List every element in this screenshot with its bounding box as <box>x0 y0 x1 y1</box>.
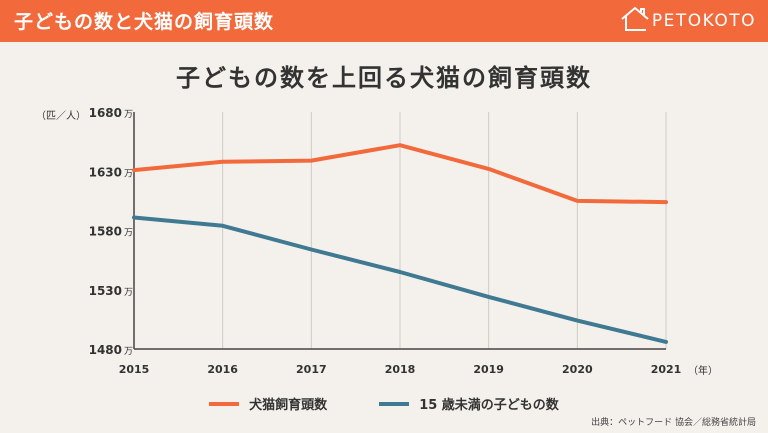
y-tick-unit-1630: 万 <box>124 169 133 179</box>
legend-swatch-dog-cat <box>209 401 240 406</box>
petokoto-logo[interactable]: PETOKOTO <box>620 6 756 36</box>
y-tick-unit-1680: 万 <box>124 110 133 120</box>
x-tick-label-2018: 2018 <box>385 363 416 376</box>
series-line-dog-cat <box>132 143 668 205</box>
legend-item-children: 15 歳未満の子どもの数 <box>379 394 559 413</box>
y-tick-unit-1580: 万 <box>124 229 133 239</box>
legend-item-dog-cat: 犬猫飼育頭数 <box>209 394 327 413</box>
y-tick-unit-1480: 万 <box>124 347 133 357</box>
x-unit-label: （年） <box>688 366 718 377</box>
legend-swatch-children <box>379 401 410 406</box>
x-tick-label-2021: 2021 <box>651 363 682 376</box>
header-title: 子どもの数と犬猫の飼育頭数 <box>14 11 275 33</box>
source-note: 出典：ペットフード 協会／総務省統計局 <box>591 418 756 428</box>
x-tick-label-2019: 2019 <box>473 363 504 376</box>
y-tick-unit-1530: 万 <box>124 288 133 298</box>
x-tick-label-2016: 2016 <box>207 363 238 376</box>
y-unit-label: （匹／人） <box>36 111 86 122</box>
legend-label-children: 15 歳未満の子どもの数 <box>419 398 559 413</box>
legend-label-dog-cat: 犬猫飼育頭数 <box>249 398 328 413</box>
y-tick-label-1480: 1480 <box>89 343 122 357</box>
y-tick-label-1680: 1680 <box>89 106 122 120</box>
chart-title: 子どもの数を上回る犬猫の飼育頭数 <box>176 64 592 92</box>
series-line-children <box>132 215 668 344</box>
house-icon <box>620 6 650 36</box>
logo-text: PETOKOTO <box>651 11 756 31</box>
y-tick-label-1580: 1580 <box>89 225 122 239</box>
x-tick-label-2017: 2017 <box>296 363 327 376</box>
header-bar <box>0 0 768 42</box>
x-tick-label-2015: 2015 <box>119 363 150 376</box>
legend: 犬猫飼育頭数 15 歳未満の子どもの数 <box>0 394 768 413</box>
y-tick-label-1530: 1530 <box>89 284 122 298</box>
y-tick-label-1630: 1630 <box>89 165 122 179</box>
x-tick-label-2020: 2020 <box>562 363 593 376</box>
